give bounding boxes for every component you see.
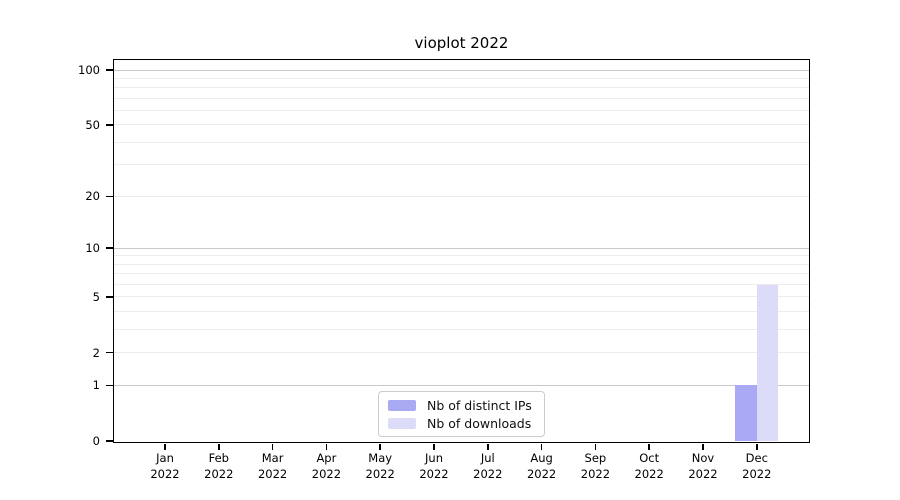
x-tick-mark [487, 443, 489, 450]
minor-gridline [114, 329, 809, 331]
x-tick-label: Mar 2022 [257, 451, 288, 481]
legend: Nb of distinct IPs Nb of downloads [378, 391, 545, 437]
x-tick-mark [594, 443, 597, 450]
minor-gridline [114, 164, 809, 166]
x-tick-mark [648, 443, 650, 450]
minor-gridline [114, 284, 809, 286]
x-tick-mark [218, 443, 220, 450]
x-tick-label: Nov 2022 [688, 451, 718, 481]
minor-gridline [114, 77, 809, 79]
y-tick-label: 0 [92, 434, 100, 448]
major-gridline [114, 247, 809, 249]
x-tick-mark [702, 443, 704, 450]
x-tick-label: Apr 2022 [311, 451, 342, 481]
y-tick-mark [105, 440, 113, 442]
minor-gridline [114, 141, 809, 143]
minor-gridline [114, 311, 809, 313]
bar-downloads [756, 284, 779, 441]
x-tick-label: May 2022 [365, 451, 395, 481]
x-tick-label: Oct 2022 [634, 451, 664, 481]
minor-gridline [114, 352, 809, 354]
y-tick-label: 20 [85, 189, 100, 204]
legend-item-downloads: Nb of downloads [388, 416, 535, 431]
x-tick-mark [325, 443, 328, 450]
bar-distinct-ips [735, 385, 757, 441]
x-tick-label: Jun 2022 [419, 451, 449, 481]
minor-gridline [114, 110, 809, 112]
legend-swatch-downloads [388, 417, 416, 429]
x-tick-label: Dec 2022 [742, 451, 772, 481]
legend-item-distinct-ips: Nb of distinct IPs [388, 398, 535, 413]
major-gridline [114, 384, 809, 386]
y-tick-mark [105, 69, 113, 71]
chart-title: vioplot 2022 [414, 34, 509, 52]
x-tick-label: Jan 2022 [150, 451, 180, 481]
x-tick-mark [379, 443, 381, 450]
minor-gridline [114, 255, 809, 257]
x-tick-mark [433, 443, 435, 450]
minor-gridline [114, 263, 809, 265]
minor-gridline [114, 124, 809, 126]
x-tick-mark [271, 443, 274, 450]
y-tick-label: 10 [85, 241, 100, 256]
minor-gridline [114, 87, 809, 89]
y-tick-mark [105, 384, 113, 387]
y-tick-label: 5 [92, 289, 100, 304]
y-tick-label: 50 [85, 117, 100, 132]
plot-area: Jan 2022 Feb 2022 Mar 2022 Apr 2022 May 2022 Jun 20… [78, 59, 810, 481]
x-tick-label: Feb 2022 [204, 451, 234, 481]
x-tick-mark [540, 443, 543, 450]
y-tick-mark [105, 296, 113, 298]
y-tick-mark [105, 124, 113, 126]
y-tick-mark [105, 247, 113, 249]
y-tick-label: 2 [92, 345, 100, 360]
x-tick-label: Sep 2022 [580, 451, 611, 481]
minor-gridline [114, 97, 809, 99]
y-tick-mark [105, 195, 113, 197]
y-tick-mark [105, 351, 113, 354]
minor-gridline [114, 273, 809, 275]
legend-swatch-distinct-ips [388, 399, 416, 411]
x-tick-mark [164, 443, 166, 450]
legend-label-downloads: Nb of downloads [427, 415, 532, 431]
legend-label-distinct-ips: Nb of distinct IPs [427, 397, 532, 413]
x-tick-mark [756, 443, 758, 450]
y-tick-label: 1 [92, 378, 100, 393]
x-tick-label: Jul 2022 [473, 451, 503, 481]
x-tick-label: Aug 2022 [526, 451, 557, 481]
minor-gridline [114, 195, 809, 197]
y-tick-label: 100 [78, 63, 100, 77]
minor-gridline [114, 296, 809, 298]
major-gridline [114, 69, 809, 71]
